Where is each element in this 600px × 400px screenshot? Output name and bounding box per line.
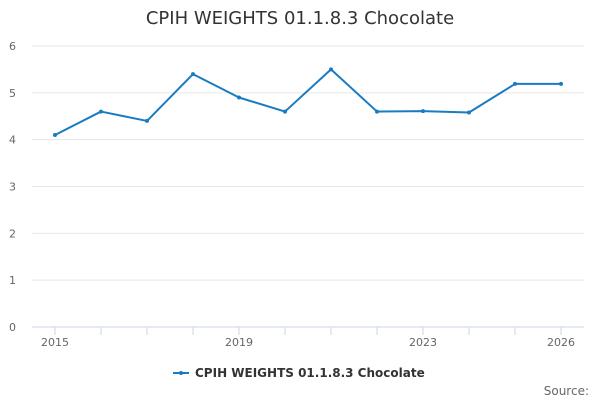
data-point[interactable] [191,72,195,77]
data-point[interactable] [513,81,517,86]
data-point[interactable] [53,132,57,137]
data-point[interactable] [329,67,333,72]
y-tick-label: 6 [9,40,16,53]
y-tick-label: 3 [9,181,16,194]
data-point[interactable] [375,109,379,114]
data-point[interactable] [99,109,103,114]
data-point[interactable] [145,118,149,123]
legend[interactable]: CPIH WEIGHTS 01.1.8.3 Chocolate [173,366,425,380]
y-axis: 0 1 2 3 4 5 6 [9,40,16,334]
grid-lines [32,45,584,281]
data-point[interactable] [559,81,563,86]
data-point[interactable] [467,110,471,115]
x-tick-label: 2023 [409,336,437,349]
data-point[interactable] [421,109,425,114]
series-group [53,67,563,137]
x-tick-label: 2026 [547,336,575,349]
y-tick-label: 0 [9,321,16,334]
x-tick-label: 2015 [41,336,69,349]
y-tick-label: 2 [9,227,16,240]
y-tick-label: 5 [9,87,16,100]
legend-point-marker [179,371,183,375]
y-tick-label: 4 [9,134,16,147]
legend-label: CPIH WEIGHTS 01.1.8.3 Chocolate [195,366,425,380]
y-tick-label: 1 [9,274,16,287]
chart-title: CPIH WEIGHTS 01.1.8.3 Chocolate [146,8,454,29]
source-label: Source: [544,384,589,398]
data-point[interactable] [237,95,241,100]
series-line [54,68,561,136]
x-tick-label: 2019 [225,336,253,349]
data-point[interactable] [283,109,287,114]
x-axis: 2015 2019 2023 2026 [32,326,584,349]
